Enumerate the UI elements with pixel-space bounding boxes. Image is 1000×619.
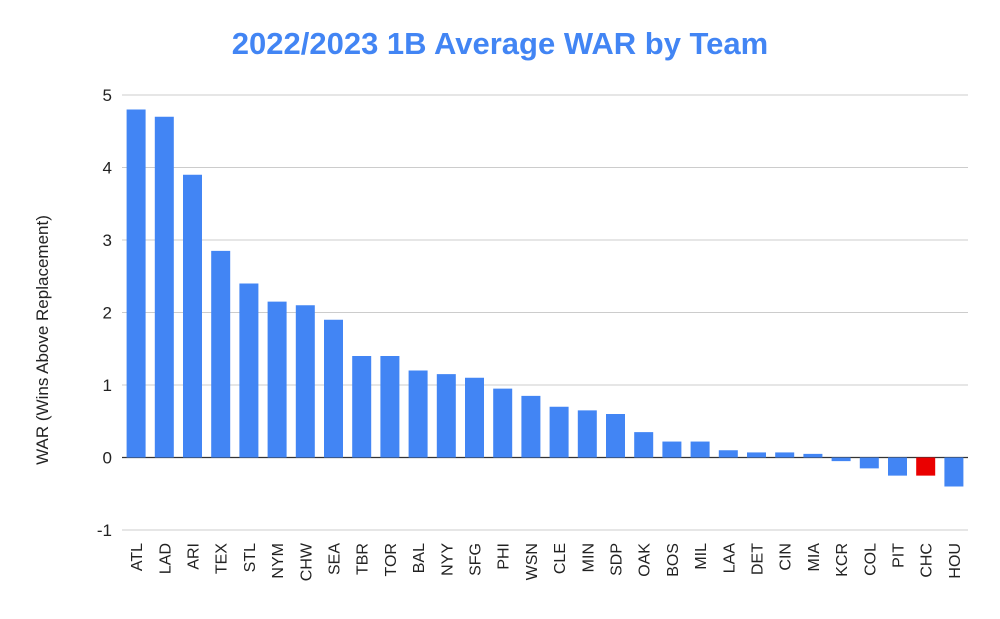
x-tick-label: BOS: [665, 543, 682, 577]
x-tick-label: CHC: [919, 543, 936, 578]
bar-nym: [267, 301, 287, 458]
x-tick-label: NYM: [270, 543, 287, 579]
x-tick-label: WSN: [524, 543, 541, 580]
x-tick-label: TEX: [214, 543, 231, 574]
bar-sfg: [465, 377, 484, 458]
x-tick-label: NYY: [439, 543, 456, 576]
bar-mil: [690, 441, 710, 458]
y-tick-label: 5: [103, 86, 112, 105]
bar-hou: [944, 457, 964, 487]
gridlines: [122, 94, 968, 531]
x-tick-label: TBR: [355, 543, 372, 575]
bar-atl: [126, 109, 146, 458]
x-tick-labels: ATL LAD ARI TEX STL NYM CHW SEA TBR TOR BAL NYY SFG P…: [129, 542, 964, 581]
bar-pit: [888, 457, 907, 476]
x-tick-label: COL: [862, 543, 879, 576]
bar-mia: [803, 453, 823, 458]
y-tick-label: -1: [97, 521, 112, 540]
y-tick-label: 0: [103, 449, 112, 468]
x-tick-label: KCR: [834, 543, 851, 577]
bar-nyy: [436, 374, 456, 458]
y-tick-label: 3: [103, 231, 112, 250]
bar-phi: [493, 388, 513, 458]
x-tick-label: CHW: [298, 542, 315, 581]
bar-det: [747, 452, 766, 458]
bar-bal: [408, 370, 428, 458]
x-tick-label: ARI: [186, 543, 203, 570]
bar-cin: [775, 452, 795, 458]
chart-title: 2022/2023 1B Average WAR by Team: [231, 26, 769, 61]
x-tick-label: ATL: [129, 543, 146, 571]
bar-tex: [211, 250, 231, 458]
x-tick-label: MIL: [693, 543, 710, 570]
bar-bos: [662, 441, 682, 458]
bar-ari: [183, 174, 202, 458]
bar-tor: [380, 356, 400, 458]
x-tick-label: SFG: [468, 543, 485, 576]
x-tick-label: STL: [242, 543, 259, 572]
bar-stl: [239, 283, 259, 458]
bar-cle: [549, 406, 569, 458]
y-tick-label: 2: [103, 304, 112, 323]
x-tick-label: SDP: [609, 543, 626, 576]
x-tick-label: MIA: [806, 543, 823, 572]
bar-lad: [154, 116, 174, 458]
x-tick-label: LAA: [721, 543, 738, 574]
x-tick-label: PHI: [496, 543, 513, 570]
bars: [126, 109, 964, 487]
bar-laa: [718, 450, 738, 458]
x-tick-label: OAK: [637, 543, 654, 577]
bar-chw: [295, 305, 315, 458]
x-tick-label: CIN: [778, 543, 795, 571]
y-tick-labels: 5 4 3 2 1 0 -1: [97, 86, 112, 540]
x-tick-label: CLE: [552, 543, 569, 574]
bar-min: [577, 410, 597, 458]
x-tick-label: TOR: [383, 543, 400, 576]
x-tick-label: PIT: [891, 543, 908, 568]
y-tick-label: 1: [103, 376, 112, 395]
bar-oak: [634, 432, 654, 458]
x-tick-label: SEA: [327, 543, 344, 575]
x-tick-label: MIN: [580, 543, 597, 572]
bar-col: [859, 457, 879, 469]
x-tick-label: HOU: [947, 543, 964, 579]
bar-sdp: [606, 414, 625, 458]
bar-sea: [324, 319, 343, 458]
x-tick-label: BAL: [411, 543, 428, 573]
bar-tbr: [352, 356, 372, 458]
bar-chc: [916, 457, 936, 476]
bar-wsn: [521, 395, 541, 458]
y-tick-label: 4: [103, 159, 112, 178]
bar-kcr: [831, 457, 851, 462]
x-tick-label: LAD: [157, 543, 174, 574]
x-tick-label: DET: [750, 543, 767, 575]
